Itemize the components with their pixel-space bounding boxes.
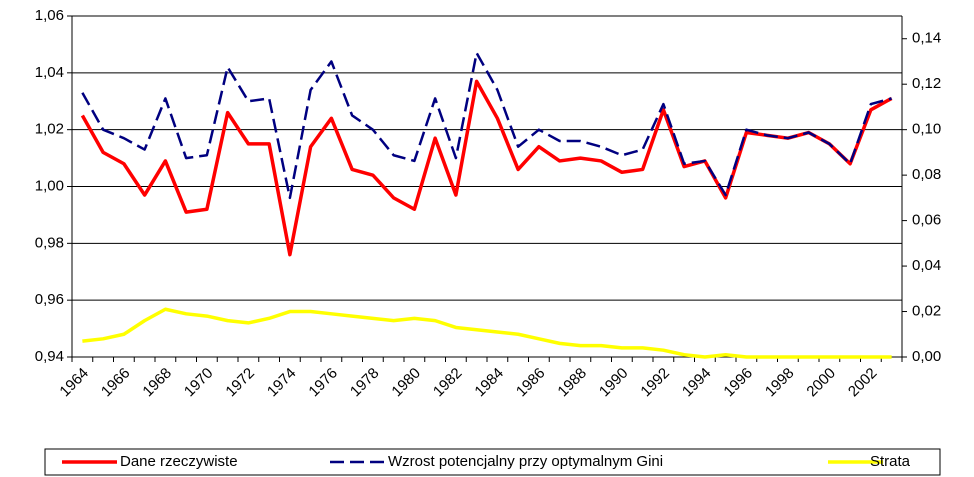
y-tick-label: 1,02: [35, 121, 64, 138]
x-tick-label: 1998: [762, 365, 798, 401]
y-tick-label: 0,96: [35, 291, 64, 308]
series-line: [82, 307, 892, 359]
x-tick-label: 1980: [388, 365, 424, 401]
y2-tick-label: 0,12: [912, 75, 941, 92]
x-tick-label: 1966: [98, 365, 134, 401]
legend-label: Strata: [870, 453, 911, 470]
y-tick-label: 1,04: [35, 64, 64, 81]
y-tick-label: 1,06: [35, 7, 64, 24]
x-tick-label: 2002: [845, 365, 881, 401]
x-tick-label: 1994: [679, 365, 715, 401]
x-tick-label: 1978: [347, 365, 383, 401]
x-tick-label: 1974: [264, 365, 300, 401]
x-tick-label: 1976: [305, 365, 341, 401]
y-tick-label: 0,94: [35, 348, 64, 365]
legend-label: Dane rzeczywiste: [120, 453, 238, 470]
x-tick-label: 1988: [554, 365, 590, 401]
legend-box: [44, 448, 941, 476]
x-tick-label: 2000: [803, 365, 839, 401]
y2-tick-label: 0,02: [912, 303, 941, 320]
legend-label: Wzrost potencjalny przy optymalnym Gini: [388, 453, 663, 470]
y2-tick-label: 0,14: [912, 30, 941, 47]
y2-tick-label: 0,10: [912, 121, 941, 138]
y2-tick-label: 0,08: [912, 166, 941, 183]
x-tick-label: 1986: [513, 365, 549, 401]
series-line: [80, 79, 893, 257]
x-tick-label: 1996: [720, 365, 756, 401]
x-tick-label: 1984: [471, 365, 507, 401]
y-tick-label: 0,98: [35, 234, 64, 251]
x-tick-label: 1964: [56, 365, 92, 401]
x-tick-label: 1972: [222, 365, 258, 401]
x-tick-label: 1992: [637, 365, 673, 401]
x-tick-label: 1982: [430, 365, 466, 401]
series-line: [81, 51, 892, 200]
y2-tick-label: 0,04: [912, 257, 941, 274]
y2-tick-label: 0,06: [912, 212, 941, 229]
y2-tick-label: 0,00: [912, 348, 941, 365]
x-tick-label: 1968: [139, 365, 175, 401]
x-tick-label: 1970: [181, 365, 217, 401]
x-tick-label: 1990: [596, 365, 632, 401]
y-tick-label: 1,00: [35, 177, 64, 194]
